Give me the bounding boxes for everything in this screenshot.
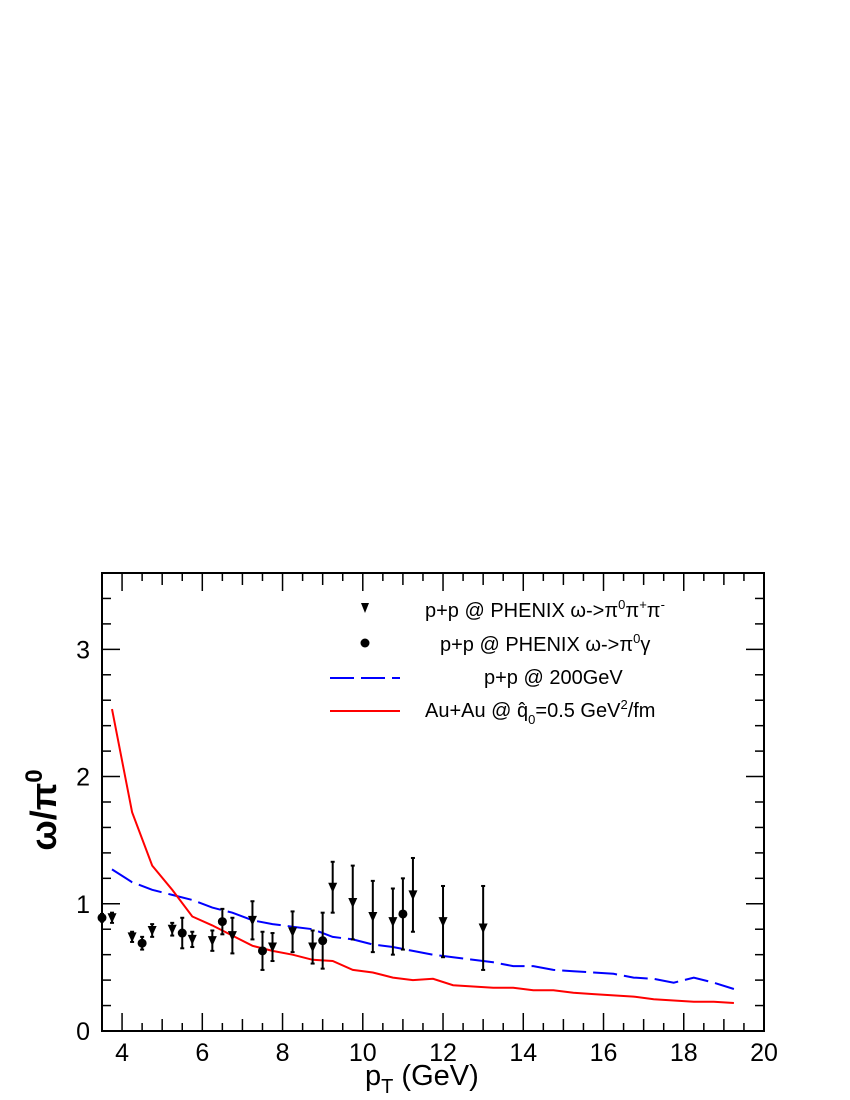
x-tick-label: 6 xyxy=(195,1039,209,1067)
data-point-phenix-pigamma xyxy=(318,911,328,970)
series-lines xyxy=(111,708,735,1004)
data-point-phenix-3pi xyxy=(127,930,137,943)
legend-marker-circle xyxy=(360,638,370,648)
data-point-phenix-pigamma xyxy=(257,930,267,971)
marker-triangle-down xyxy=(167,924,177,935)
marker-triangle-down xyxy=(408,890,418,901)
y-tick-label: 1 xyxy=(76,891,90,919)
data-point-phenix-3pi xyxy=(438,884,448,959)
data-point-phenix-3pi xyxy=(147,923,157,938)
y-tick-label: 0 xyxy=(76,1018,90,1046)
data-point-phenix-pigamma xyxy=(137,935,147,951)
marker-triangle-down xyxy=(207,936,217,947)
marker-circle xyxy=(217,917,227,927)
data-point-phenix-3pi xyxy=(288,910,298,954)
x-tick-label: 8 xyxy=(276,1039,290,1067)
marker-circle xyxy=(137,938,147,948)
legend-marker-triangle-down xyxy=(361,603,369,613)
marker-triangle-down xyxy=(227,931,237,942)
legend-label-auau: Au+Au @ q̂0=0.5 GeV2/fm xyxy=(425,697,655,727)
marker-circle xyxy=(318,936,328,946)
series-line-pp-200 xyxy=(111,868,735,990)
data-point-phenix-3pi xyxy=(388,887,398,956)
data-point-phenix-3pi xyxy=(408,856,418,933)
marker-circle xyxy=(398,909,408,919)
x-tick-label: 12 xyxy=(429,1039,457,1067)
data-point-phenix-3pi xyxy=(187,930,197,949)
marker-circle xyxy=(257,946,267,956)
x-axis-label: pT (GeV) xyxy=(365,1060,479,1098)
legend-entry-phenix-pigamma: p+p @ PHENIX ω->π0γ xyxy=(360,631,650,656)
data-point-phenix-3pi xyxy=(107,911,117,924)
data-point-phenix-3pi xyxy=(247,900,257,941)
legend: p+p @ PHENIX ω->π0π+π- p+p @ PHENIX ω->π… xyxy=(330,597,665,727)
marker-triangle-down xyxy=(368,912,378,922)
legend-entry-phenix-3pi: p+p @ PHENIX ω->π0π+π- xyxy=(361,597,665,622)
data-point-phenix-3pi xyxy=(227,916,237,955)
marker-triangle-down xyxy=(348,898,358,909)
axis-ticks xyxy=(101,572,765,1032)
data-point-phenix-3pi xyxy=(167,921,177,937)
legend-entry-pp-200: p+p @ 200GeV xyxy=(330,667,623,689)
marker-triangle-down xyxy=(288,927,298,938)
legend-entry-auau: Au+Au @ q̂0=0.5 GeV2/fm xyxy=(330,697,655,727)
marker-triangle-down xyxy=(328,882,338,893)
y-axis-label: ω/π0 xyxy=(21,769,64,850)
data-point-phenix-pigamma xyxy=(177,916,187,950)
series-points xyxy=(97,856,488,971)
data-point-phenix-pigamma xyxy=(217,907,227,936)
data-point-phenix-pigamma xyxy=(398,877,408,951)
marker-triangle-down xyxy=(478,923,488,934)
y-tick-label: 2 xyxy=(76,764,90,792)
plot-frame xyxy=(101,572,765,1032)
data-point-phenix-3pi xyxy=(348,864,358,941)
x-tick-label: 20 xyxy=(750,1039,778,1067)
legend-label-phenix-3pi: p+p @ PHENIX ω->π0π+π- xyxy=(425,597,665,622)
data-point-phenix-3pi xyxy=(268,932,278,963)
series-line-auau xyxy=(111,708,734,1004)
y-tick-label: 3 xyxy=(76,636,90,664)
marker-circle xyxy=(177,928,187,938)
marker-triangle-down xyxy=(187,934,197,945)
legend-label-pp-200: p+p @ 200GeV xyxy=(484,667,623,689)
legend-label-phenix-pigamma: p+p @ PHENIX ω->π0γ xyxy=(440,631,650,656)
marker-triangle-down xyxy=(268,942,278,953)
data-point-phenix-3pi xyxy=(328,860,338,914)
x-tick-label: 4 xyxy=(115,1039,129,1067)
marker-triangle-down xyxy=(388,917,398,928)
data-point-phenix-3pi xyxy=(207,929,217,952)
marker-triangle-down xyxy=(127,932,137,943)
marker-triangle-down xyxy=(438,917,448,928)
x-tick-label: 14 xyxy=(509,1039,537,1067)
x-tick-label: 16 xyxy=(590,1039,618,1067)
marker-triangle-down xyxy=(308,942,318,953)
x-tick-label: 10 xyxy=(349,1039,377,1067)
data-point-phenix-3pi xyxy=(308,929,318,965)
data-point-phenix-3pi xyxy=(368,879,378,954)
data-point-phenix-3pi xyxy=(478,884,488,971)
marker-triangle-down xyxy=(147,925,157,936)
marker-triangle-down xyxy=(247,915,257,926)
marker-triangle-down xyxy=(107,913,117,924)
x-tick-label: 18 xyxy=(670,1039,698,1067)
